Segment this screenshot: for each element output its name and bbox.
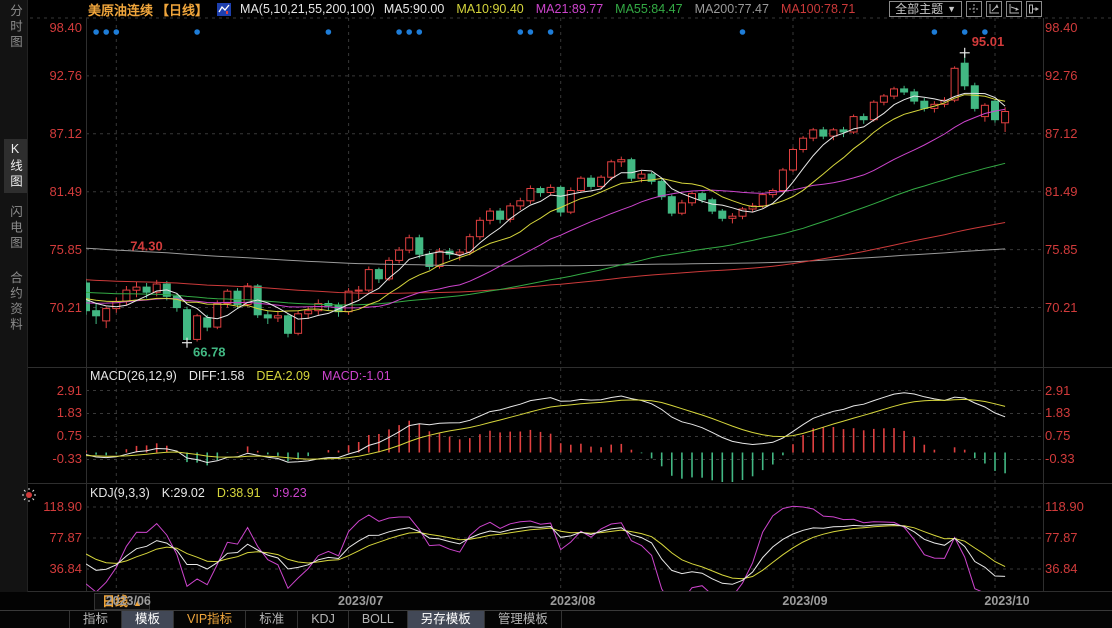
macd-histogram: [86, 392, 1006, 482]
y-axis-tick-label: 0.75: [1045, 428, 1071, 444]
indicator-value-label: MACD:-1.01: [321, 369, 391, 383]
y-axis-tick-label: 0.75: [56, 428, 82, 444]
ma-legend-item: MA100:78.71: [780, 2, 856, 16]
period-selector-label: 日线: [102, 594, 129, 609]
price-annotation: 95.01: [972, 34, 1005, 49]
indicator-value-label: J:9.23: [272, 486, 307, 500]
bottom-tab[interactable]: 模板: [122, 611, 175, 628]
x-axis-month-label: 2023/09: [782, 594, 828, 608]
x-axis-month-label: 2023/07: [338, 594, 384, 608]
y-axis-tick-label: 118.90: [43, 499, 82, 514]
kdj-d-line: [86, 525, 1006, 580]
kdj-k-line: [86, 523, 1006, 585]
x-axis-row: 日线 ▲ 2023/06 2023/07 2023/08 2023/09 2023/10: [0, 592, 1112, 610]
ma-legend-item: MA5:90.00: [383, 2, 445, 16]
macd-panel-header: MACD(26,12,9) DIFF:1.58 DEA:2.09 MACD:-1.0…: [90, 369, 391, 383]
price-annotation: 74.30: [130, 238, 163, 253]
pane-shift-icon[interactable]: [1026, 1, 1042, 17]
bottom-tab[interactable]: KDJ: [298, 611, 349, 628]
symbol-title: 美原油连续: [88, 2, 154, 18]
theme-dropdown-label: 全部主题: [895, 2, 944, 16]
bottom-tab[interactable]: VIP指标: [174, 611, 247, 628]
y-axis-tick-label: 2.91: [56, 382, 82, 398]
bottom-tab[interactable]: BOLL: [349, 611, 408, 628]
bottom-tab-bar: 指标 模板 VIP指标 标准 KDJ BOLL 另存模板 管理模板: [0, 610, 1112, 628]
y-axis-tick-label: 1.83: [56, 405, 82, 421]
up-triangle-icon: ▲: [133, 598, 142, 608]
crosshair-icon[interactable]: [966, 1, 982, 17]
y-axis-tick-label: 77.87: [49, 529, 82, 545]
candles-group: [86, 52, 1010, 343]
y-axis-tick-label: 36.84: [49, 560, 82, 576]
bottom-tab[interactable]: 标准: [246, 611, 299, 628]
y-axis-tick-label: 36.84: [1045, 560, 1078, 576]
top-toolbar: 美原油连续 【日线】 MA(5,10,21,55,200,100) MA5:90…: [27, 0, 1112, 18]
price-marker-cross: [182, 337, 192, 348]
indicator-value-label: DIFF:1.58: [188, 369, 245, 383]
grid-lines: [30, 17, 1112, 591]
indicator-value-label: D:38.91: [216, 486, 261, 500]
ma-legend: MA5:90.00 MA10:90.40 MA21:89.77 MA55:84.47 M…: [384, 2, 855, 16]
ma-legend-item: MA10:90.40: [456, 2, 524, 16]
ma-legend-item: MA21:89.77: [535, 2, 604, 16]
period-tag: 【日线】: [156, 2, 209, 18]
bottom-tab[interactable]: 另存模板: [407, 611, 485, 628]
bottom-tab[interactable]: 指标: [69, 611, 123, 628]
kdj-j-line: [86, 505, 982, 591]
x-axis-month-label: 2023/06: [105, 594, 151, 608]
kdj-lines: [86, 505, 1006, 591]
period-selector[interactable]: 日线 ▲: [94, 593, 150, 610]
y-axis-tick-label: 92.76: [1045, 67, 1078, 83]
sidebar-item[interactable]: 分时图: [8, 4, 22, 51]
y-axis-tick-label: 92.76: [49, 67, 82, 83]
y-axis-tick-label: 75.85: [49, 241, 82, 257]
y-axis-tick-label: 70.21: [1045, 299, 1078, 315]
y-axis-tick-label: 98.40: [1045, 20, 1078, 35]
indicator-settings-icon[interactable]: [21, 487, 37, 503]
left-sidebar: 分时图 K线图闪电图合约资料: [0, 0, 28, 592]
event-dots: [93, 29, 988, 35]
y-axis-tick-label: 87.12: [1045, 125, 1078, 141]
y-axis-tick-label: 75.85: [1045, 241, 1078, 257]
macd-diff-line: [86, 392, 1006, 464]
kdj-title: KDJ(9,3,3): [90, 486, 150, 500]
ma-params-label: MA(5,10,21,55,200,100): [240, 2, 375, 16]
toolbar-right-controls: 全部主题 ▼: [889, 1, 1042, 17]
indicator-value-label: DEA:2.09: [256, 369, 310, 383]
sidebar-item[interactable]: 闪电图: [8, 204, 22, 252]
x-axis-month-label: 2023/08: [550, 594, 596, 608]
theme-dropdown-button[interactable]: 全部主题 ▼: [889, 1, 962, 17]
macd-title: MACD(26,12,9): [90, 369, 177, 383]
y-axis-tick-label: 81.49: [49, 183, 82, 199]
candlestick-chart-icon: [217, 2, 232, 16]
ma-legend-item: MA200:77.47: [694, 2, 769, 16]
price-annotation: 66.78: [193, 345, 226, 360]
y-axis-tick-label: 2.91: [1045, 382, 1071, 398]
y-axis-tick-label: 77.87: [1045, 529, 1078, 545]
y-axis-tick-label: 118.90: [1045, 499, 1084, 514]
y-axis-tick-label: -0.33: [52, 451, 82, 467]
sidebar-item[interactable]: K线图: [4, 138, 27, 193]
y-axis-tick-label: 1.83: [1045, 405, 1071, 421]
y-axis-tick-label: 98.40: [49, 20, 82, 35]
indicator-value-label: K:29.02: [161, 486, 205, 500]
y-axis-tick-label: 87.12: [49, 125, 82, 141]
sidebar-item[interactable]: 合约资料: [8, 271, 22, 333]
bottom-tab[interactable]: 管理模板: [485, 611, 562, 628]
axis-scale-up-icon[interactable]: [986, 1, 1002, 17]
y-axis-tick-label: -0.33: [1045, 451, 1075, 467]
y-axis-tick-label: 70.21: [49, 299, 82, 315]
chevron-down-icon: ▼: [947, 4, 956, 14]
ma-legend-item: MA55:84.47: [615, 2, 683, 16]
macd-dea-line: [86, 398, 1006, 460]
y-axis-tick-label: 81.49: [1045, 183, 1078, 199]
ma-lines-group: [86, 92, 1006, 320]
x-axis-month-label: 2023/10: [984, 594, 1030, 608]
axis-scale-right-icon[interactable]: [1006, 1, 1022, 17]
price-marker-cross: [959, 47, 970, 58]
kdj-panel-header: KDJ(9,3,3) K:29.02 D:38.91 J:9.23: [90, 486, 307, 500]
